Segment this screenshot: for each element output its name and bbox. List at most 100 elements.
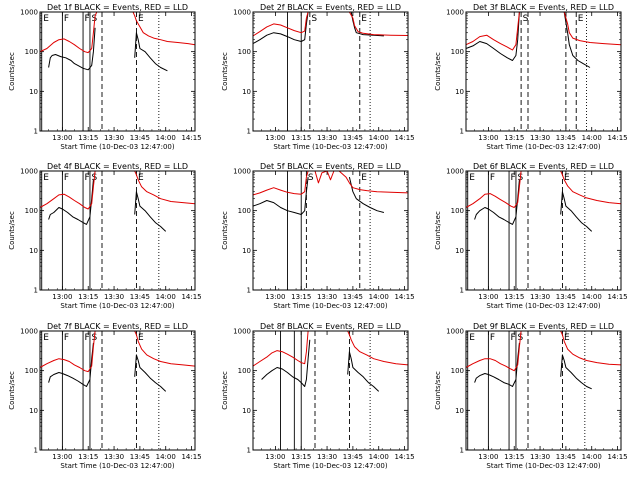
x-tick-label: 13:45 — [556, 293, 576, 301]
x-tick-label: 13:15 — [504, 453, 524, 461]
lld-series-line — [39, 330, 96, 373]
x-tick-label: 14:15 — [394, 453, 414, 461]
y-tick-label: 100 — [238, 207, 251, 215]
y-tick-label: 10 — [242, 247, 251, 255]
plot-frame — [252, 170, 409, 291]
x-tick-label: 14:15 — [394, 134, 414, 142]
y-tick-label: 1 — [247, 447, 251, 455]
x-tick-label: 14:15 — [394, 293, 414, 301]
panel-title: Det 7f BLACK = Events, RED = LLD — [47, 322, 188, 331]
y-tick-label: 10 — [242, 407, 251, 415]
y-tick-label: 1 — [34, 447, 38, 455]
marker-label: F — [511, 333, 516, 343]
events-series-line — [252, 177, 309, 215]
x-tick-label: 14:00 — [156, 453, 176, 461]
x-tick-label: 13:45 — [343, 453, 363, 461]
panel-title: Det 6f BLACK = Events, RED = LLD — [473, 162, 614, 171]
x-tick-label: 13:45 — [130, 134, 150, 142]
plot-frame — [465, 330, 622, 451]
x-tick-label: 13:30 — [104, 293, 124, 301]
x-tick-label: 13:30 — [530, 453, 550, 461]
events-series-line — [474, 342, 520, 387]
x-tick-label: 13:00 — [478, 134, 498, 142]
panel-title: Det 2f BLACK = Events, RED = LLD — [260, 3, 401, 12]
events-series-line — [347, 351, 380, 392]
lld-series-line — [39, 170, 96, 210]
lld-series-line — [39, 11, 98, 54]
x-tick-label: 13:30 — [530, 293, 550, 301]
y-axis-label: Counts/sec — [434, 52, 442, 91]
x-tick-label: 14:15 — [607, 293, 627, 301]
y-tick-label: 1000 — [446, 9, 464, 17]
marker-label: E — [578, 14, 584, 24]
marker-label: E — [469, 173, 475, 183]
x-tick-label: 13:30 — [317, 453, 337, 461]
x-tick-label: 13:15 — [504, 293, 524, 301]
y-tick-label: 1000 — [233, 328, 251, 336]
y-tick-label: 100 — [451, 207, 464, 215]
marker-label: E — [361, 14, 367, 24]
marker-label: E — [564, 333, 570, 343]
plot-frame — [465, 11, 622, 132]
y-tick-label: 1000 — [233, 9, 251, 17]
y-tick-label: 1000 — [20, 168, 38, 176]
detector-panel: Det 7f BLACK = Events, RED = LLD Counts/s… — [8, 322, 202, 470]
x-tick-label: 13:30 — [104, 453, 124, 461]
y-tick-label: 10 — [455, 407, 464, 415]
plot-frame — [252, 330, 409, 451]
lld-series-line — [560, 170, 622, 205]
x-tick-label: 14:00 — [369, 453, 389, 461]
x-tick-label: 14:00 — [369, 293, 389, 301]
detector-panel: Det 5f BLACK = Events, RED = LLD Counts/s… — [221, 162, 415, 310]
plot-frame — [252, 11, 409, 132]
x-tick-label: 13:15 — [504, 134, 524, 142]
x-axis-label: Start Time (10-Dec-03 12:47:00) — [60, 143, 174, 151]
detector-panel: Det 6f BLACK = Events, RED = LLD Counts/s… — [434, 162, 628, 310]
y-tick-label: 100 — [451, 367, 464, 375]
x-axis-label: Start Time (10-Dec-03 12:47:00) — [273, 462, 387, 470]
marker-label: E — [43, 14, 49, 24]
x-tick-label: 13:45 — [343, 293, 363, 301]
y-tick-label: 1000 — [446, 328, 464, 336]
lld-series-line — [465, 170, 522, 208]
y-tick-label: 10 — [455, 247, 464, 255]
lld-series-line — [348, 11, 409, 36]
y-tick-label: 1000 — [20, 9, 38, 17]
events-series-line — [48, 342, 94, 387]
events-series-line — [348, 176, 385, 213]
events-series-line — [474, 179, 520, 225]
marker-label: F — [64, 14, 69, 24]
lld-series-line — [134, 330, 196, 367]
x-axis-label: Start Time (10-Dec-03 12:47:00) — [486, 143, 600, 151]
x-tick-label: 14:00 — [582, 293, 602, 301]
x-tick-label: 14:00 — [156, 134, 176, 142]
detector-panel: Det 8f BLACK = Events, RED = LLD Counts/s… — [221, 322, 415, 470]
detector-panel: Det 4f BLACK = Events, RED = LLD Counts/s… — [8, 162, 202, 310]
events-series-line — [134, 32, 168, 72]
marker-label: E — [138, 14, 144, 24]
y-tick-label: 10 — [29, 247, 38, 255]
lld-series-line — [252, 11, 309, 37]
x-tick-label: 13:30 — [317, 293, 337, 301]
marker-label: E — [43, 333, 49, 343]
lld-series-line — [347, 330, 409, 366]
x-tick-label: 13:15 — [291, 453, 311, 461]
marker-label: E — [43, 173, 49, 183]
detector-panel: Det 1f BLACK = Events, RED = LLD Counts/s… — [8, 3, 202, 151]
x-axis-label: Start Time (10-Dec-03 12:47:00) — [486, 302, 600, 310]
y-tick-label: 100 — [238, 48, 251, 56]
x-tick-label: 13:00 — [478, 453, 498, 461]
lld-series-line — [134, 170, 196, 205]
marker-label: E — [138, 173, 144, 183]
y-tick-label: 10 — [29, 88, 38, 96]
events-series-line — [350, 11, 384, 37]
panel-title: Det 8f BLACK = Events, RED = LLD — [260, 322, 401, 331]
y-axis-label: Counts/sec — [8, 211, 16, 250]
events-series-line — [134, 354, 167, 392]
y-tick-label: 10 — [455, 88, 464, 96]
x-tick-label: 14:15 — [181, 453, 201, 461]
x-tick-label: 13:15 — [291, 134, 311, 142]
x-tick-label: 13:30 — [530, 134, 550, 142]
marker-label: E — [564, 173, 570, 183]
x-tick-label: 13:15 — [78, 453, 98, 461]
